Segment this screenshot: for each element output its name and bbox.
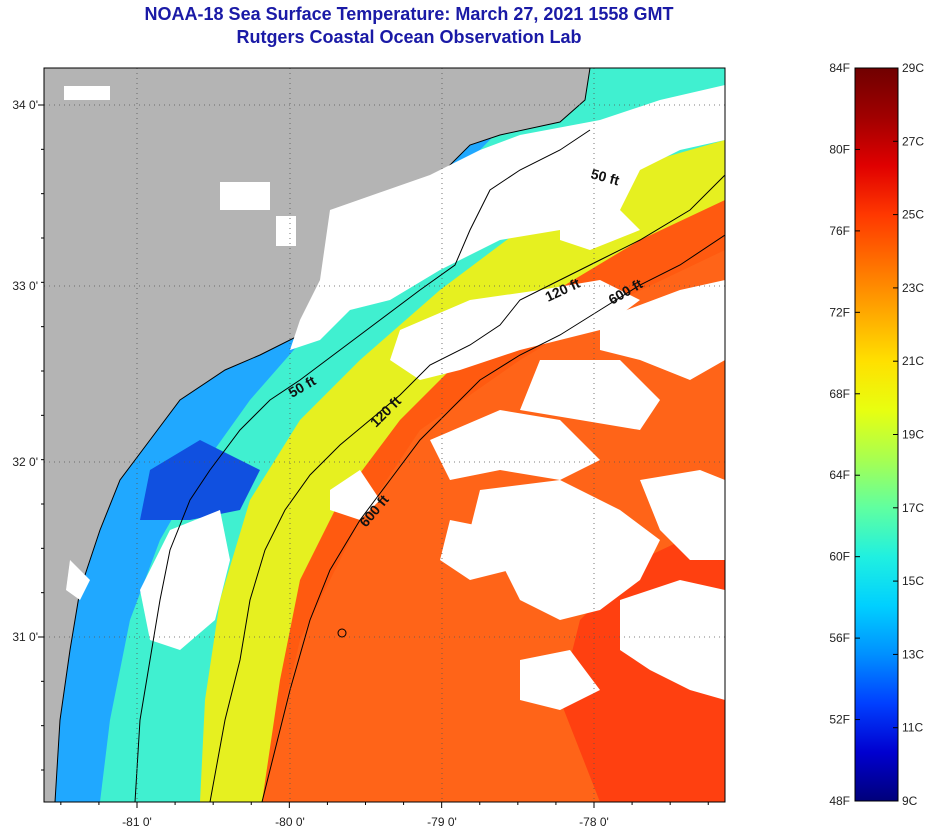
contour-label-50ft: 50 ft	[589, 165, 621, 188]
depth-contour-120ft	[209, 174, 725, 802]
colorbar-celsius-label: 21C	[902, 354, 924, 368]
colorbar-celsius-label: 9C	[902, 794, 918, 808]
colorbar	[854, 67, 899, 802]
latitude-label: 31 0'	[12, 630, 38, 644]
depth-contour-sounding	[337, 628, 347, 638]
coldest-water-patch	[140, 440, 260, 520]
cloud-cover	[66, 85, 725, 710]
colorbar-fahrenheit-label: 52F	[829, 713, 850, 727]
depth-contour-50ft	[134, 129, 591, 802]
map-panel: 50 ft 50 ft 120 ft 120 ft 600 ft 600 ft	[44, 68, 725, 802]
colorbar-ticks	[855, 67, 898, 802]
colorbar-fahrenheit-label: 76F	[829, 224, 850, 238]
graticule	[44, 68, 725, 802]
colorbar-celsius-label: 19C	[902, 428, 924, 442]
longitude-label: -79 0'	[427, 815, 457, 829]
longitude-label: -80 0'	[275, 815, 305, 829]
longitude-label: -78 0'	[579, 815, 609, 829]
colorbar-fahrenheit-label: 80F	[829, 142, 850, 156]
colorbar-fahrenheit-label: 56F	[829, 631, 850, 645]
colorbar-fahrenheit-label: 48F	[829, 794, 850, 808]
colorbar-fahrenheit-label: 60F	[829, 550, 850, 564]
longitude-label: -81 0'	[122, 815, 152, 829]
latitude-label: 34 0'	[12, 98, 38, 112]
inland-cloud	[276, 216, 296, 246]
latitude-label: 33 0'	[12, 279, 38, 293]
colorbar-celsius-label: 25C	[902, 208, 924, 222]
land-mass	[44, 68, 591, 802]
colorbar-fahrenheit-label: 64F	[829, 468, 850, 482]
colorbar-celsius-label: 17C	[902, 501, 924, 515]
colorbar-celsius-label: 27C	[902, 134, 924, 148]
colorbar-fahrenheit-label: 84F	[829, 61, 850, 75]
colorbar-celsius-label: 15C	[902, 574, 924, 588]
colorbar-fahrenheit-label: 68F	[829, 387, 850, 401]
colorbar-celsius-label: 11C	[902, 721, 923, 735]
map-frame	[43, 67, 726, 803]
map-subtitle: Rutgers Coastal Ocean Observation Lab	[236, 27, 582, 47]
axis-ticks	[38, 104, 709, 808]
latitude-label: 32 0'	[12, 455, 38, 469]
colorbar-celsius-label: 29C	[902, 61, 924, 75]
depth-contour-600ft	[261, 234, 725, 802]
colorbar-fahrenheit-labels: 84F 80F 76F 72F 68F 64F 60F 56F 52F 48F	[829, 61, 850, 808]
colorbar-fahrenheit-label: 72F	[829, 305, 850, 319]
map-title: NOAA-18 Sea Surface Temperature: March 2…	[144, 4, 674, 24]
colorbar-celsius-label: 13C	[902, 647, 924, 661]
colorbar-celsius-label: 23C	[902, 281, 924, 295]
colorbar-celsius-labels: 29C 27C 25C 23C 21C 19C 17C 15C 13C 11C 9C	[902, 61, 924, 808]
inland-cloud	[64, 86, 110, 100]
inland-cloud	[220, 182, 270, 210]
